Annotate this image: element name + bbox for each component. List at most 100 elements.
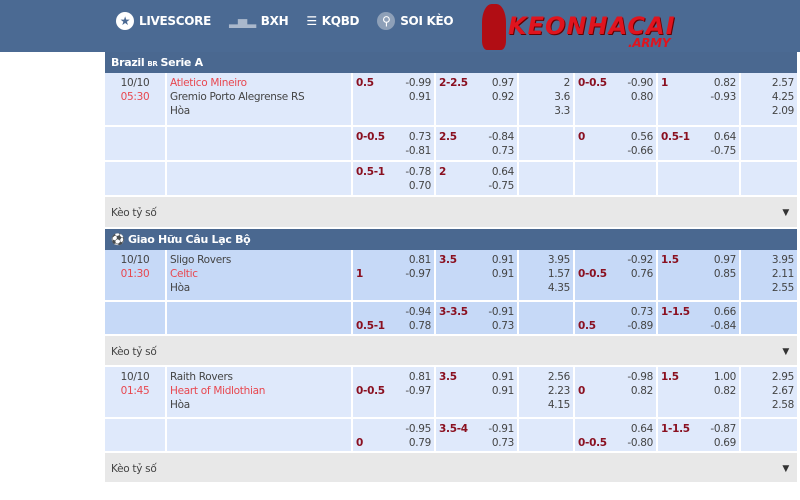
odds-value[interactable]: 0.80: [630, 91, 653, 103]
odds-value[interactable]: 4.15: [547, 399, 570, 411]
odds-value[interactable]: 0.91: [491, 268, 514, 280]
odds-value[interactable]: -0.84: [710, 320, 736, 332]
odds-value[interactable]: 0.91: [408, 91, 431, 103]
odds-value[interactable]: 0.73: [491, 145, 514, 157]
odds-value[interactable]: -0.87: [710, 423, 736, 435]
team-away[interactable]: Gremio Porto Alegrense RS: [170, 91, 305, 103]
team-draw[interactable]: Hòa: [170, 399, 190, 411]
team-away[interactable]: Heart of Midlothian: [170, 385, 266, 397]
odds-value[interactable]: 0.73: [630, 306, 653, 318]
odds-value[interactable]: 0.64: [491, 166, 514, 178]
odds-value[interactable]: 2: [563, 77, 571, 89]
odds-value[interactable]: 0.73: [408, 131, 431, 143]
odds-value[interactable]: -0.78: [405, 166, 431, 178]
odds-value[interactable]: 0.91: [491, 385, 514, 397]
odds-value[interactable]: 0.78: [408, 320, 431, 332]
nav-soi-keo[interactable]: ⚲ SOI KÈO: [377, 12, 454, 30]
chevron-down-icon[interactable]: ▼: [782, 347, 789, 357]
score-odds-toggle[interactable]: Kèo tỷ số ▼: [105, 336, 797, 367]
odds-value[interactable]: 0.73: [491, 320, 514, 332]
score-odds-toggle[interactable]: Kèo tỷ số ▼: [105, 453, 797, 484]
odds-value[interactable]: 2.11: [771, 268, 794, 280]
odds-value[interactable]: -0.80: [627, 437, 653, 449]
odds-value[interactable]: 0.81: [408, 371, 431, 383]
odds-value[interactable]: -0.98: [627, 371, 653, 383]
team-away[interactable]: Celtic: [170, 268, 198, 280]
nav-kqbd[interactable]: ☰ KQBD: [306, 14, 359, 28]
odds-value[interactable]: 0.91: [491, 371, 514, 383]
team-home[interactable]: Raith Rovers: [170, 371, 233, 383]
league-suffix: Serie A: [160, 56, 204, 69]
team-draw[interactable]: Hòa: [170, 105, 190, 117]
odds-value[interactable]: -0.97: [405, 268, 431, 280]
odds-value[interactable]: 2.57: [771, 77, 794, 89]
odds-value[interactable]: 2.95: [771, 371, 794, 383]
odds-value[interactable]: -0.95: [405, 423, 431, 435]
odds-value[interactable]: -0.90: [627, 77, 653, 89]
odds-value[interactable]: -0.97: [405, 385, 431, 397]
odds-value[interactable]: 0.92: [491, 91, 514, 103]
nav-livescore[interactable]: ★ LIVESCORE: [116, 12, 211, 30]
odds-value[interactable]: 3.3: [554, 105, 570, 117]
odds-value[interactable]: -0.92: [627, 254, 653, 266]
odds-value[interactable]: 0.70: [408, 180, 431, 192]
match-time-cell: [105, 127, 167, 160]
odds-value[interactable]: 0.64: [713, 131, 736, 143]
odds-value[interactable]: 2.23: [547, 385, 570, 397]
odds-value[interactable]: -0.66: [627, 145, 653, 157]
odds-value[interactable]: -0.94: [405, 306, 431, 318]
odds-value[interactable]: -0.99: [405, 77, 431, 89]
team-home[interactable]: Sligo Rovers: [170, 254, 232, 266]
odds-value[interactable]: 0.82: [713, 77, 736, 89]
odds-value[interactable]: 0.82: [630, 385, 653, 397]
score-odds-label: Kèo tỷ số: [111, 463, 157, 475]
odds-value[interactable]: -0.93: [710, 91, 736, 103]
odds-value[interactable]: 0.85: [713, 268, 736, 280]
chevron-down-icon[interactable]: ▼: [782, 464, 789, 474]
odds-value[interactable]: -0.81: [405, 145, 431, 157]
chevron-down-icon[interactable]: ▼: [782, 208, 789, 218]
over-under-cell: 2 0.64 -0.75: [436, 162, 519, 195]
odds-value[interactable]: 2.67: [771, 385, 794, 397]
odds-value[interactable]: 2.09: [771, 105, 794, 117]
teams-cell: Atletico Mineiro Gremio Porto Alegrense R…: [167, 73, 353, 125]
odds-value[interactable]: 4.35: [547, 282, 570, 294]
score-odds-toggle[interactable]: Kèo tỷ số ▼: [105, 197, 797, 229]
odds-value[interactable]: 0.64: [630, 423, 653, 435]
odds-value[interactable]: 2.58: [771, 399, 794, 411]
odds-value[interactable]: 2.55: [771, 282, 794, 294]
odds-value[interactable]: 3.6: [554, 91, 570, 103]
odds-value[interactable]: 1.57: [547, 268, 570, 280]
odds-value[interactable]: 0.81: [408, 254, 431, 266]
odds-value[interactable]: 1.00: [713, 371, 736, 383]
odds-value[interactable]: 0.73: [491, 437, 514, 449]
team-draw[interactable]: Hòa: [170, 282, 190, 294]
line-value: [356, 305, 385, 319]
odds-value[interactable]: -0.75: [710, 145, 736, 157]
odds-value[interactable]: 0.91: [491, 254, 514, 266]
odds-value[interactable]: 0.56: [630, 131, 653, 143]
odds-value[interactable]: 0.66: [713, 306, 736, 318]
odds-value[interactable]: 3.95: [771, 254, 794, 266]
odds-value[interactable]: 0.76: [630, 268, 653, 280]
odds-value[interactable]: -0.89: [627, 320, 653, 332]
odds-value[interactable]: 3.95: [547, 254, 570, 266]
odds-value[interactable]: 0.69: [713, 437, 736, 449]
team-home[interactable]: Atletico Mineiro: [170, 77, 247, 89]
odds-value[interactable]: 4.25: [771, 91, 794, 103]
odds-value[interactable]: 0.97: [491, 77, 514, 89]
h1-1x2-cell: 3.95 2.11 2.55: [741, 250, 797, 300]
odds-value[interactable]: -0.91: [488, 423, 514, 435]
odds-value[interactable]: -0.84: [488, 131, 514, 143]
h1-over-under-cell: 1-1.5 0.66 -0.84: [658, 302, 741, 334]
odds-value[interactable]: -0.91: [488, 306, 514, 318]
odds-value[interactable]: 0.79: [408, 437, 431, 449]
odds-value[interactable]: 2.56: [547, 371, 570, 383]
odds-value[interactable]: -0.75: [488, 180, 514, 192]
league-header[interactable]: ⚽ Giao Hữu Câu Lạc Bộ: [105, 229, 797, 250]
teams-cell: [167, 302, 353, 334]
odds-value[interactable]: 0.82: [713, 385, 736, 397]
odds-value[interactable]: 0.97: [713, 254, 736, 266]
league-header[interactable]: Brazil BR Serie A: [105, 52, 797, 73]
nav-bxh[interactable]: ▂▅▂ BXH: [229, 14, 289, 28]
